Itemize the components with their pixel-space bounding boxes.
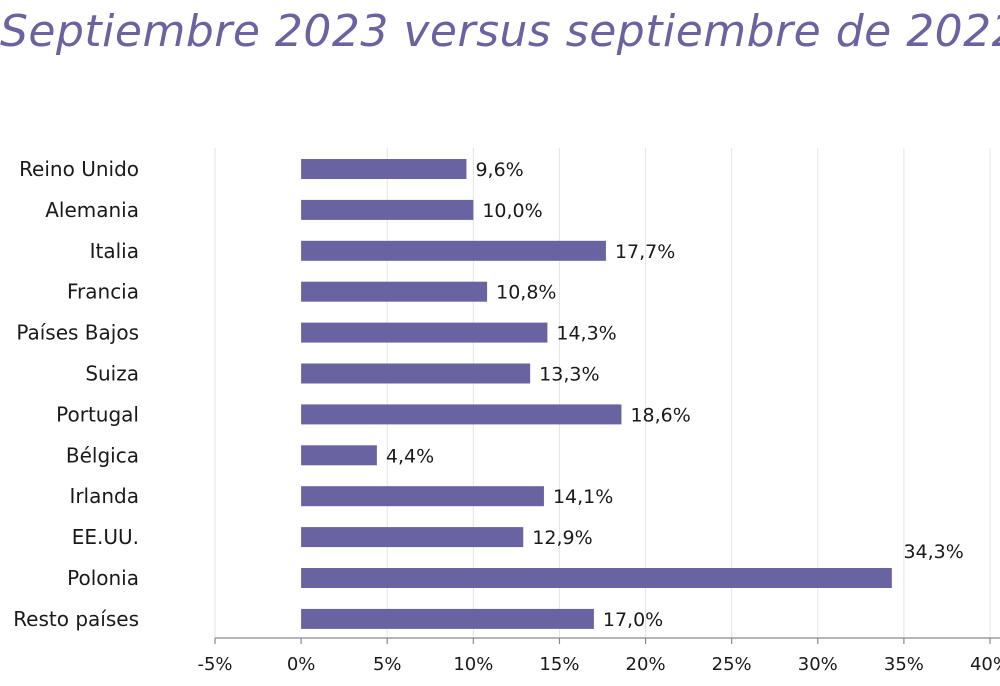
x-tick-label: 25% [712, 654, 752, 675]
data-label: 12,9% [532, 527, 592, 549]
bar [301, 199, 474, 220]
data-label: 14,3% [556, 323, 616, 345]
data-label: 17,0% [603, 609, 663, 631]
x-tick-label: 35% [884, 654, 924, 675]
category-label: Portugal [56, 402, 139, 426]
category-label: Polonia [67, 566, 139, 590]
category-label: Irlanda [69, 484, 139, 508]
category-label: Suiza [85, 362, 139, 386]
x-tick-label: 15% [539, 654, 579, 675]
bar [301, 445, 377, 466]
x-tick-label: 5% [373, 654, 402, 675]
data-label: 17,7% [615, 241, 675, 263]
bar [301, 363, 531, 384]
data-label: 10,8% [496, 282, 556, 304]
data-label: 13,3% [539, 364, 599, 386]
x-tick-label: 10% [453, 654, 493, 675]
data-label: 4,4% [386, 445, 434, 467]
category-label: EE.UU. [72, 525, 139, 549]
bar [301, 527, 524, 548]
bar [301, 486, 544, 507]
category-label: Francia [67, 280, 139, 304]
grid-lines [214, 148, 991, 638]
data-label: 9,6% [475, 159, 523, 181]
bar [301, 240, 606, 261]
x-tick-label: 20% [626, 654, 666, 675]
category-label: Italia [90, 239, 139, 263]
bars [301, 159, 892, 629]
bar [301, 159, 467, 179]
x-tick-label: 40% [970, 654, 1000, 675]
data-label: 34,3% [903, 541, 963, 563]
category-label: Alemania [45, 198, 139, 222]
bar [301, 608, 594, 629]
x-tick-label: 0% [287, 654, 316, 675]
category-label: Reino Unido [19, 157, 139, 181]
category-label: Resto países [13, 607, 139, 631]
bar [301, 281, 488, 302]
x-axis: -5% 0% 5% 10% 15% 20% 25% 30% 35% 40% [197, 637, 1000, 675]
chart-title: Septiembre 2023 versus septiembre de 202… [0, 6, 1000, 57]
data-label: 10,0% [482, 200, 542, 222]
bar [301, 322, 548, 343]
category-label: Países Bajos [16, 321, 139, 345]
data-label: 14,1% [553, 486, 613, 508]
data-label: 18,6% [630, 404, 690, 426]
bar [301, 404, 622, 425]
x-tick-label: -5% [197, 654, 232, 675]
labels: Reino Unido 9,6% Alemania 10,0% Italia 17,7% F… [13, 157, 964, 631]
bar [301, 568, 892, 588]
category-label: Bélgica [66, 443, 139, 467]
x-tick-label: 30% [798, 654, 838, 675]
